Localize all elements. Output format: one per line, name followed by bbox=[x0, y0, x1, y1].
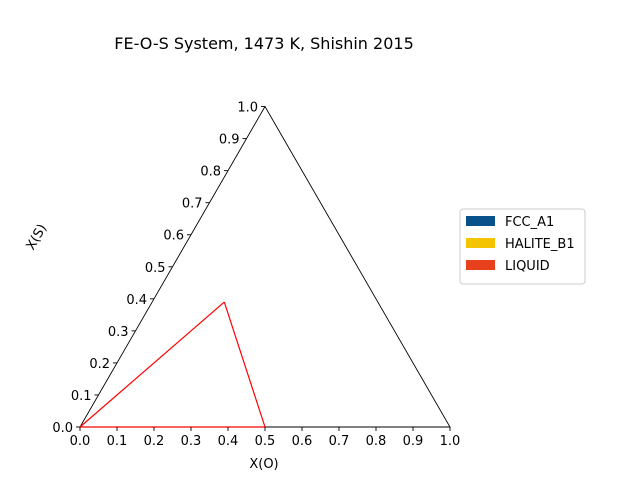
x-tick-label: 0.9 bbox=[403, 434, 424, 449]
legend: FCC_A1 HALITE_B1 LIQUID bbox=[459, 208, 586, 285]
x-tick-label: 1.0 bbox=[440, 434, 461, 449]
y-tick-label: 0.0 bbox=[52, 421, 73, 436]
y-tick-label: 0.6 bbox=[163, 229, 184, 244]
x-axis-label: X(O) bbox=[249, 457, 278, 472]
x-tick-label: 0.7 bbox=[329, 434, 350, 449]
x-tick-label: 0.6 bbox=[292, 434, 313, 449]
y-tick-label: 0.9 bbox=[219, 133, 240, 148]
phase-boundary-line-2 bbox=[79, 301, 225, 428]
x-tick-label: 0.0 bbox=[70, 434, 91, 449]
y-tick-label: 0.7 bbox=[182, 197, 203, 212]
x-tick-label: 0.3 bbox=[181, 434, 202, 449]
chart-title: FE-O-S System, 1473 K, Shishin 2015 bbox=[114, 34, 414, 53]
y-tick-label: 0.5 bbox=[145, 261, 166, 276]
y-tick-label: 0.8 bbox=[200, 165, 221, 180]
y-axis-label: X(S) bbox=[24, 222, 51, 253]
x-tick-label: 0.8 bbox=[366, 434, 387, 449]
legend-swatch bbox=[466, 216, 495, 226]
x-tick-label: 0.1 bbox=[107, 434, 128, 449]
legend-swatch bbox=[466, 260, 495, 270]
y-tick-label: 1.0 bbox=[237, 101, 258, 116]
legend-swatch bbox=[466, 238, 495, 248]
y-axis: 0.0 0.1 0.2 0.3 0.4 0.5 0.6 0.7 0.8 0.9 1.0 bbox=[52, 101, 265, 436]
legend-entry: FCC_A1 bbox=[505, 215, 554, 230]
legend-entry: LIQUID bbox=[505, 259, 550, 274]
y-tick-label: 0.4 bbox=[126, 293, 147, 308]
y-tick-label: 0.3 bbox=[108, 325, 129, 340]
y-tick-label: 0.2 bbox=[89, 357, 110, 372]
x-tick-label: 0.5 bbox=[255, 434, 276, 449]
phase-boundary-line-3 bbox=[223, 301, 266, 428]
x-axis: 0.0 0.1 0.2 0.3 0.4 0.5 0.6 0.7 0.8 0.9 1.0 bbox=[70, 427, 461, 449]
legend-entry: HALITE_B1 bbox=[505, 237, 575, 252]
phase-boundaries bbox=[79, 301, 266, 428]
x-tick-label: 0.4 bbox=[218, 434, 239, 449]
x-tick-label: 0.2 bbox=[144, 434, 165, 449]
y-tick-label: 0.1 bbox=[71, 389, 92, 404]
